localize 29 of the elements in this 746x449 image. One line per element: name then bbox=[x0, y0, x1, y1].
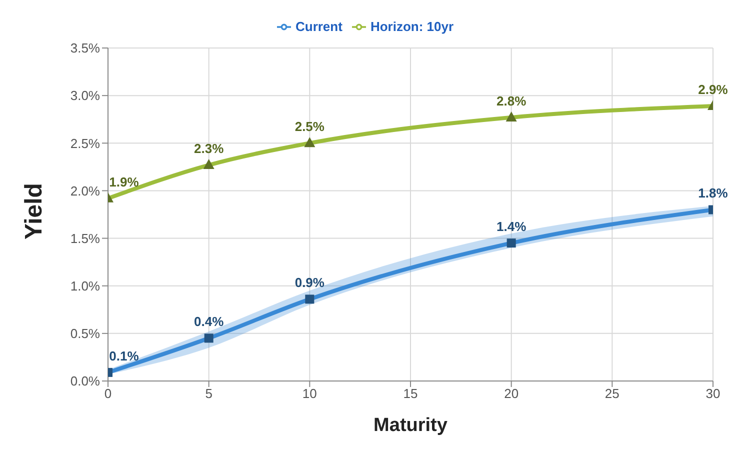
legend-label: Current bbox=[295, 19, 342, 34]
y-tick-label: 2.5% bbox=[70, 136, 100, 151]
data-label: 2.9% bbox=[698, 82, 728, 98]
y-tick-label: 2.0% bbox=[70, 183, 100, 198]
x-tick-label: 0 bbox=[104, 386, 112, 402]
y-tick-label: 3.5% bbox=[70, 40, 100, 56]
x-tick-label: 15 bbox=[403, 386, 418, 402]
legend-label: Horizon: 10yr bbox=[370, 19, 454, 34]
data-label: 2.3% bbox=[194, 141, 224, 156]
y-tick-label: 0.0% bbox=[70, 374, 100, 389]
y-tick-label: 3.0% bbox=[70, 88, 100, 104]
x-axis-title: Maturity bbox=[374, 415, 448, 436]
data-label: 2.5% bbox=[294, 119, 325, 134]
data-label: 0.1% bbox=[109, 348, 140, 364]
x-tick-label: 30 bbox=[706, 386, 720, 402]
y-tick-label: 0.5% bbox=[70, 326, 100, 342]
y-tick-label: 1.0% bbox=[70, 278, 100, 294]
data-label: 1.9% bbox=[109, 174, 140, 190]
data-label: 1.4% bbox=[496, 219, 527, 234]
data-label: 2.8% bbox=[496, 93, 527, 108]
data-label: 0.9% bbox=[294, 275, 325, 290]
y-tick-label: 1.5% bbox=[70, 230, 100, 246]
x-tick-label: 10 bbox=[302, 386, 317, 402]
x-tick-label: 25 bbox=[604, 386, 620, 402]
x-tick-label: 5 bbox=[205, 386, 212, 402]
data-label: 1.8% bbox=[698, 186, 728, 201]
x-tick-label: 20 bbox=[504, 386, 519, 402]
data-label: 0.4% bbox=[194, 314, 224, 330]
y-axis-title: Yield bbox=[20, 183, 48, 240]
